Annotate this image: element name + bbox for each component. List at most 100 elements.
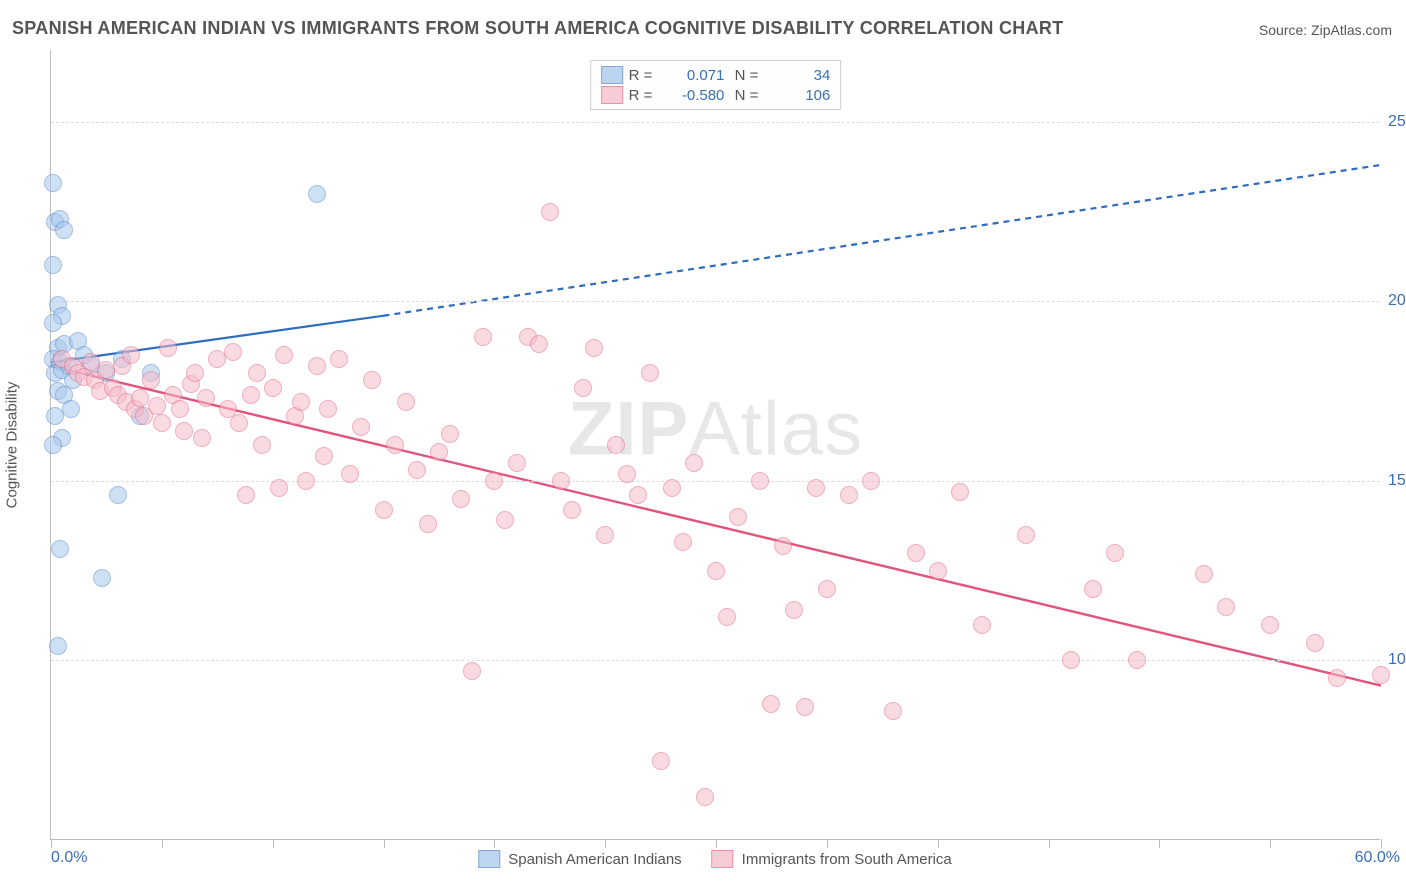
data-point	[44, 436, 62, 454]
swatch-icon	[712, 850, 734, 868]
data-point	[751, 472, 769, 490]
series-legend: Spanish American IndiansImmigrants from …	[478, 850, 952, 868]
data-point	[297, 472, 315, 490]
data-point	[44, 174, 62, 192]
data-point	[807, 479, 825, 497]
data-point	[563, 501, 581, 519]
y-tick-label: 10.0%	[1388, 651, 1406, 669]
data-point	[585, 339, 603, 357]
data-point	[363, 371, 381, 389]
watermark: ZIPAtlas	[568, 385, 863, 472]
data-point	[696, 788, 714, 806]
data-point	[862, 472, 880, 490]
data-point	[463, 662, 481, 680]
data-point	[319, 400, 337, 418]
data-point	[197, 389, 215, 407]
data-point	[44, 314, 62, 332]
x-max-label: 60.0%	[1355, 849, 1400, 867]
data-point	[93, 569, 111, 587]
data-point	[131, 389, 149, 407]
swatch-icon	[601, 86, 623, 104]
x-tick	[51, 839, 52, 848]
data-point	[1106, 544, 1124, 562]
data-point	[907, 544, 925, 562]
data-point	[148, 397, 166, 415]
x-tick	[716, 839, 717, 848]
data-point	[1128, 651, 1146, 669]
data-point	[153, 414, 171, 432]
data-point	[352, 418, 370, 436]
data-point	[774, 537, 792, 555]
data-point	[618, 465, 636, 483]
x-tick	[494, 839, 495, 848]
data-point	[1217, 598, 1235, 616]
gridline	[51, 122, 1380, 123]
x-tick	[1381, 839, 1382, 848]
data-point	[707, 562, 725, 580]
data-point	[1195, 565, 1213, 583]
data-point	[292, 393, 310, 411]
x-tick	[605, 839, 606, 848]
data-point	[159, 339, 177, 357]
data-point	[1084, 580, 1102, 598]
y-tick-label: 20.0%	[1388, 292, 1406, 310]
swatch-icon	[478, 850, 500, 868]
x-tick	[273, 839, 274, 848]
data-point	[1261, 616, 1279, 634]
data-point	[242, 386, 260, 404]
data-point	[973, 616, 991, 634]
x-tick	[827, 839, 828, 848]
data-point	[729, 508, 747, 526]
data-point	[641, 364, 659, 382]
data-point	[607, 436, 625, 454]
data-point	[629, 486, 647, 504]
data-point	[171, 400, 189, 418]
data-point	[248, 364, 266, 382]
data-point	[408, 461, 426, 479]
y-axis-title: Cognitive Disability	[4, 382, 21, 509]
data-point	[341, 465, 359, 483]
data-point	[496, 511, 514, 529]
data-point	[796, 698, 814, 716]
legend-label: Spanish American Indians	[508, 851, 681, 868]
data-point	[308, 185, 326, 203]
data-point	[386, 436, 404, 454]
x-tick	[384, 839, 385, 848]
data-point	[49, 637, 67, 655]
data-point	[1306, 634, 1324, 652]
data-point	[1062, 651, 1080, 669]
legend-row: R =0.071 N =34	[601, 65, 831, 85]
data-point	[818, 580, 836, 598]
data-point	[785, 601, 803, 619]
data-point	[1017, 526, 1035, 544]
data-point	[224, 343, 242, 361]
x-tick	[1159, 839, 1160, 848]
data-point	[884, 702, 902, 720]
data-point	[230, 414, 248, 432]
data-point	[441, 425, 459, 443]
data-point	[508, 454, 526, 472]
data-point	[62, 400, 80, 418]
data-point	[275, 346, 293, 364]
gridline	[51, 660, 1380, 661]
data-point	[929, 562, 947, 580]
plot-area: Cognitive Disability ZIPAtlas R =0.071 N…	[50, 50, 1380, 840]
data-point	[51, 540, 69, 558]
x-tick	[1049, 839, 1050, 848]
data-point	[652, 752, 670, 770]
data-point	[419, 515, 437, 533]
data-point	[315, 447, 333, 465]
data-point	[270, 479, 288, 497]
data-point	[375, 501, 393, 519]
data-point	[718, 608, 736, 626]
y-tick-label: 25.0%	[1388, 113, 1406, 131]
data-point	[762, 695, 780, 713]
data-point	[264, 379, 282, 397]
legend-item: Spanish American Indians	[478, 850, 681, 868]
data-point	[452, 490, 470, 508]
data-point	[596, 526, 614, 544]
source-attribution: Source: ZipAtlas.com	[1259, 22, 1392, 38]
y-tick-label: 15.0%	[1388, 472, 1406, 490]
data-point	[122, 346, 140, 364]
data-point	[308, 357, 326, 375]
